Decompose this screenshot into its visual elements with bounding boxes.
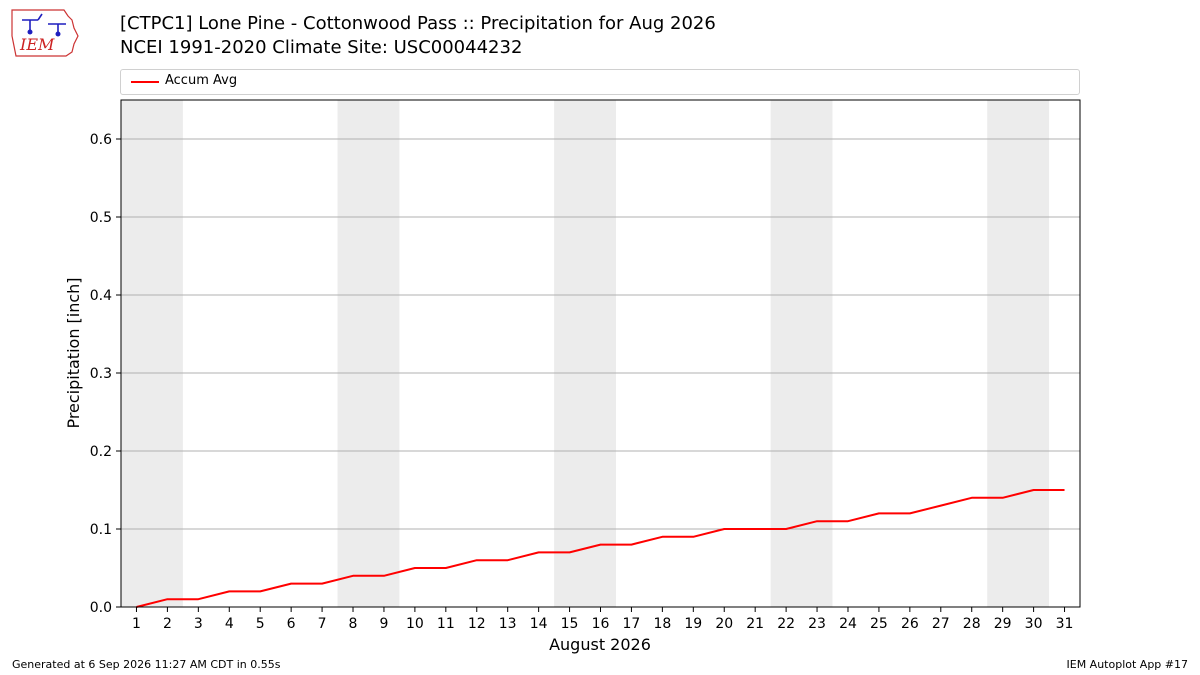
x-tick-label: 31 bbox=[1056, 616, 1074, 632]
weather-station-icon bbox=[22, 13, 66, 32]
y-tick-label: 0.1 bbox=[90, 522, 112, 538]
x-tick-label: 5 bbox=[256, 616, 265, 632]
x-tick-label: 4 bbox=[225, 616, 234, 632]
x-tick-label: 26 bbox=[901, 616, 919, 632]
y-tick-label: 0.3 bbox=[90, 366, 112, 382]
chart-title: [CTPC1] Lone Pine - Cottonwood Pass :: P… bbox=[120, 13, 716, 34]
x-tick-label: 13 bbox=[499, 616, 517, 632]
x-tick-label: 9 bbox=[379, 616, 388, 632]
x-tick-label: 3 bbox=[194, 616, 203, 632]
x-tick-label: 28 bbox=[963, 616, 981, 632]
x-axis-ticks: 1 2 3 4 5 6 7 8 9 10 11 12 13 14 15 16 17 18 19 20 21 22 23 24 2… bbox=[132, 607, 1073, 632]
iem-logo-text: IEM bbox=[19, 35, 55, 54]
legend: Accum Avg bbox=[120, 69, 1080, 95]
x-tick-label: 10 bbox=[406, 616, 424, 632]
x-tick-label: 29 bbox=[994, 616, 1012, 632]
weekend-band-1 bbox=[121, 100, 183, 607]
weekend-band-4 bbox=[770, 100, 833, 607]
chart-title-block: [CTPC1] Lone Pine - Cottonwood Pass :: P… bbox=[120, 12, 716, 60]
y-tick-label: 0.2 bbox=[90, 444, 112, 460]
series-line-accum-avg bbox=[136, 489, 1065, 608]
x-tick-label: 21 bbox=[746, 616, 764, 632]
x-tick-label: 14 bbox=[530, 616, 548, 632]
weekend-band-5 bbox=[987, 100, 1050, 607]
x-tick-label: 16 bbox=[592, 616, 610, 632]
x-tick-label: 11 bbox=[437, 616, 455, 632]
x-tick-label: 2 bbox=[163, 616, 172, 632]
chart-subtitle: NCEI 1991-2020 Climate Site: USC00044232 bbox=[120, 37, 523, 58]
x-tick-label: 6 bbox=[287, 616, 296, 632]
x-tick-label: 8 bbox=[349, 616, 358, 632]
x-tick-label: 18 bbox=[653, 616, 671, 632]
legend-swatch-accum-avg bbox=[131, 81, 159, 83]
x-tick-label: 23 bbox=[808, 616, 826, 632]
x-tick-label: 19 bbox=[684, 616, 702, 632]
app-credit: IEM Autoplot App #17 bbox=[1066, 658, 1189, 671]
legend-label-accum-avg: Accum Avg bbox=[165, 73, 238, 88]
y-tick-label: 0.5 bbox=[90, 210, 112, 226]
x-tick-label: 1 bbox=[132, 616, 141, 632]
y-tick-label: 0.6 bbox=[90, 132, 112, 148]
weekend-bands bbox=[121, 100, 1050, 607]
x-tick-label: 27 bbox=[932, 616, 950, 632]
x-tick-label: 7 bbox=[318, 616, 327, 632]
weekend-band-3 bbox=[554, 100, 616, 607]
x-tick-label: 24 bbox=[839, 616, 857, 632]
series-layer bbox=[136, 489, 1065, 608]
y-axis-label: Precipitation [inch] bbox=[64, 277, 83, 428]
y-tick-label: 0.0 bbox=[90, 600, 112, 616]
x-tick-label: 22 bbox=[777, 616, 795, 632]
x-tick-label: 12 bbox=[468, 616, 486, 632]
x-tick-label: 25 bbox=[870, 616, 888, 632]
x-tick-label: 15 bbox=[561, 616, 579, 632]
x-tick-label: 30 bbox=[1025, 616, 1043, 632]
generated-timestamp: Generated at 6 Sep 2026 11:27 AM CDT in … bbox=[12, 658, 281, 671]
iem-logo: IEM bbox=[11, 9, 79, 57]
x-tick-label: 20 bbox=[715, 616, 733, 632]
y-tick-label: 0.4 bbox=[90, 288, 112, 304]
iowa-outline-shape bbox=[11, 9, 79, 57]
grid-lines bbox=[121, 138, 1080, 530]
y-axis-ticks: 0.0 0.1 0.2 0.3 0.4 0.5 0.6 bbox=[90, 132, 121, 616]
weekend-band-2 bbox=[337, 100, 400, 607]
x-tick-label: 17 bbox=[623, 616, 641, 632]
x-axis-label: August 2026 bbox=[549, 635, 651, 654]
